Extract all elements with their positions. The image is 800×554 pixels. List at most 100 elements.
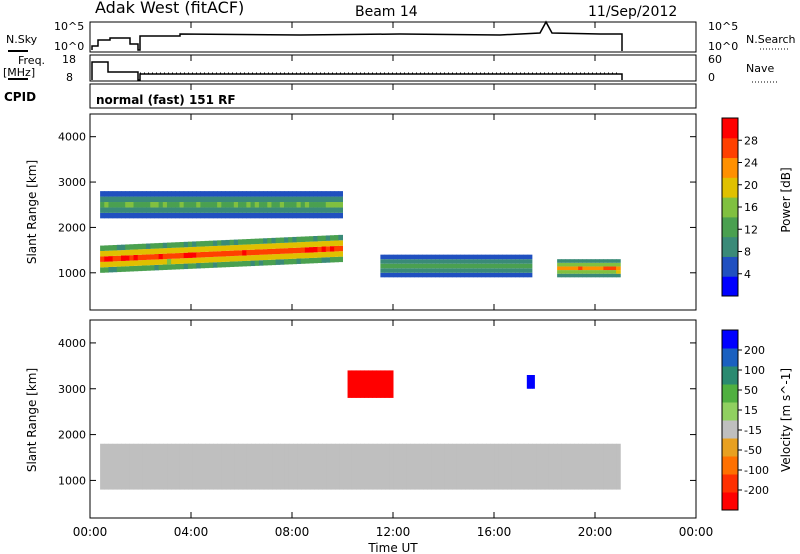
power-cell (435, 268, 440, 273)
power-cell (238, 261, 243, 267)
power-cell (321, 202, 327, 208)
power-cell (304, 196, 310, 203)
power-cell (267, 212, 272, 219)
power-cell (250, 212, 256, 219)
power-cell (578, 273, 583, 278)
power-cell (171, 253, 176, 259)
power-cell (397, 254, 402, 260)
power-cell (108, 250, 114, 257)
power-cell (489, 272, 495, 278)
power-cell (116, 250, 122, 256)
power-cell (565, 262, 571, 267)
power-cell (100, 245, 105, 252)
velocity-cell (595, 443, 600, 490)
power-cell (175, 247, 181, 254)
power-cell (414, 272, 419, 278)
power-cell (225, 250, 231, 257)
velocity-cell (388, 370, 394, 398)
power-cell (599, 259, 604, 263)
power-cell (401, 268, 407, 273)
power-cell (200, 246, 206, 252)
power-cell (485, 268, 491, 273)
power-cell (217, 207, 222, 213)
power-cell (238, 207, 243, 213)
power-cell (279, 207, 285, 213)
power-cell (557, 262, 562, 267)
power-cell (296, 196, 302, 203)
power-cell (304, 252, 310, 259)
power-cell (317, 241, 323, 247)
power-cell (422, 263, 428, 269)
power-cell (430, 259, 436, 264)
power-cell (595, 259, 600, 263)
power-cell (393, 268, 398, 273)
power-cell (283, 248, 289, 254)
power-cell (288, 248, 293, 254)
power-cell (129, 212, 135, 219)
velocity-cell (385, 443, 391, 490)
power-cell (187, 257, 193, 264)
power-cell (187, 263, 193, 269)
power-cell (296, 242, 302, 248)
power-cell (242, 260, 247, 267)
velocity-cell (364, 370, 369, 398)
power-cell (527, 268, 533, 273)
power-cell (187, 191, 193, 197)
power-cell (329, 212, 335, 219)
power-cell (451, 268, 457, 273)
power-cell (317, 235, 323, 242)
power-cell (296, 191, 302, 197)
power-colorbar-swatch (722, 236, 738, 257)
power-cell (418, 263, 423, 269)
power-cell (313, 257, 318, 264)
velocity-cell (523, 443, 529, 490)
power-cell (338, 207, 343, 213)
power-cell (569, 259, 575, 263)
power-cell (175, 202, 181, 208)
power-cell (279, 237, 285, 243)
power-cell (238, 244, 243, 251)
power-cell (498, 259, 503, 264)
power-cell (573, 273, 579, 278)
power-cell (267, 254, 272, 260)
power-cell (325, 196, 331, 203)
power-cell (590, 273, 596, 278)
power-cell (607, 270, 613, 274)
power-ytick-label: 2000 (58, 221, 86, 234)
power-cell (422, 254, 428, 260)
velocity-cell (406, 443, 412, 490)
power-cell (603, 266, 609, 271)
power-cell (267, 243, 272, 249)
velocity-colorbar-label: Velocity [m s^-1] (779, 368, 793, 472)
velocity-cell (586, 443, 592, 490)
freq-right-tick-top: 60 (708, 53, 722, 66)
velocity-panel: Slant Range [km] 1000 2000 3000 4000 (25, 319, 697, 519)
power-cell (175, 207, 181, 213)
power-cell (489, 259, 495, 264)
power-cell (108, 245, 114, 251)
power-cell (309, 252, 314, 258)
power-cell (125, 196, 130, 203)
power-cell (494, 272, 499, 278)
power-cell (104, 245, 109, 251)
power-cell (217, 251, 222, 257)
power-cell (179, 191, 185, 197)
power-cell (451, 259, 457, 264)
power-cell (616, 262, 621, 267)
velocity-cell (326, 443, 332, 490)
power-cell (300, 207, 306, 213)
power-cell (409, 268, 415, 273)
x-axis: 00:00 04:00 08:00 12:00 16:00 20:00 00:00 (73, 22, 713, 539)
power-cell (296, 236, 302, 243)
velocity-colorbar-swatch (722, 456, 738, 475)
power-cell (296, 207, 302, 213)
power-cell (300, 247, 306, 253)
power-cell (225, 256, 231, 262)
power-cell (187, 196, 193, 203)
power-cell (250, 191, 256, 197)
x-tick-label: 16:00 (477, 525, 512, 539)
power-cell (171, 191, 176, 197)
power-cell (393, 259, 398, 264)
nsearch-label: N.Search (746, 33, 796, 46)
power-cell (557, 270, 562, 274)
